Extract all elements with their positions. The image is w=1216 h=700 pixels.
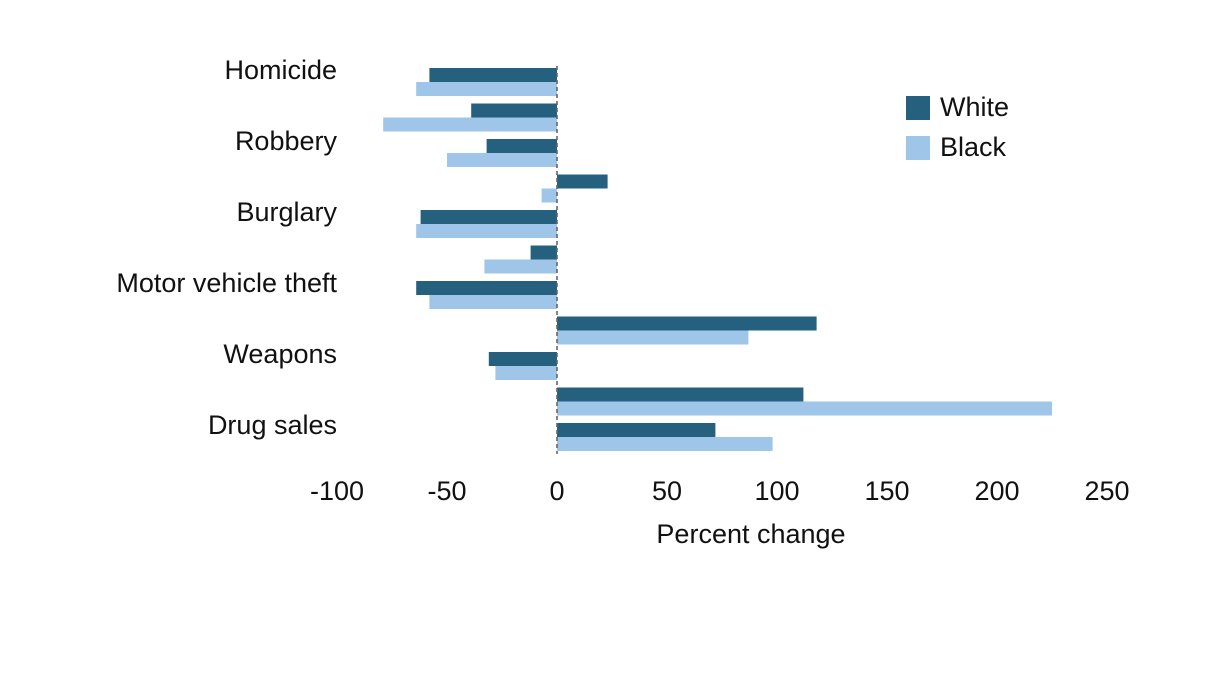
legend-swatch-black [906,136,930,160]
bar-white-1 [471,103,557,118]
bar-black-7 [557,330,749,345]
category-label: Robbery [235,126,338,156]
bar-white-0 [429,68,557,82]
x-tick-label: 200 [974,476,1019,506]
category-label: Drug sales [208,410,337,440]
category-label: Motor vehicle theft [116,268,337,298]
bar-white-2 [486,139,557,153]
bar-black-6 [429,295,557,309]
bar-white-7 [557,316,817,331]
bar-black-8 [495,366,557,380]
x-tick-label: 150 [864,476,909,506]
x-tick-label: 100 [754,476,799,506]
x-tick-label: 50 [652,476,682,506]
bar-black-1 [383,117,557,132]
bar-black-2 [447,153,557,167]
bar-black-4 [416,224,557,238]
category-label: Homicide [224,55,337,85]
legend-swatch-white [906,96,930,120]
category-label: Burglary [236,197,337,227]
bar-white-8 [488,352,557,366]
x-tick-label: 250 [1084,476,1129,506]
category-label: Weapons [223,339,337,369]
bar-white-6 [416,281,557,295]
bar-white-10 [557,423,716,437]
bar-black-0 [416,82,557,96]
bar-black-9 [557,401,1052,416]
bar-black-10 [557,437,773,451]
legend-label-black: Black [940,132,1007,162]
bar-black-5 [484,259,557,274]
x-tick-label: -100 [310,476,364,506]
bar-white-3 [557,174,608,189]
bar-white-9 [557,387,804,402]
bar-white-4 [420,210,557,224]
x-tick-label: -50 [427,476,466,506]
bar-black-3 [541,188,557,203]
legend-label-white: White [940,92,1009,122]
bar-white-5 [530,245,557,260]
x-tick-label: 0 [549,476,564,506]
x-axis-title: Percent change [656,519,845,549]
